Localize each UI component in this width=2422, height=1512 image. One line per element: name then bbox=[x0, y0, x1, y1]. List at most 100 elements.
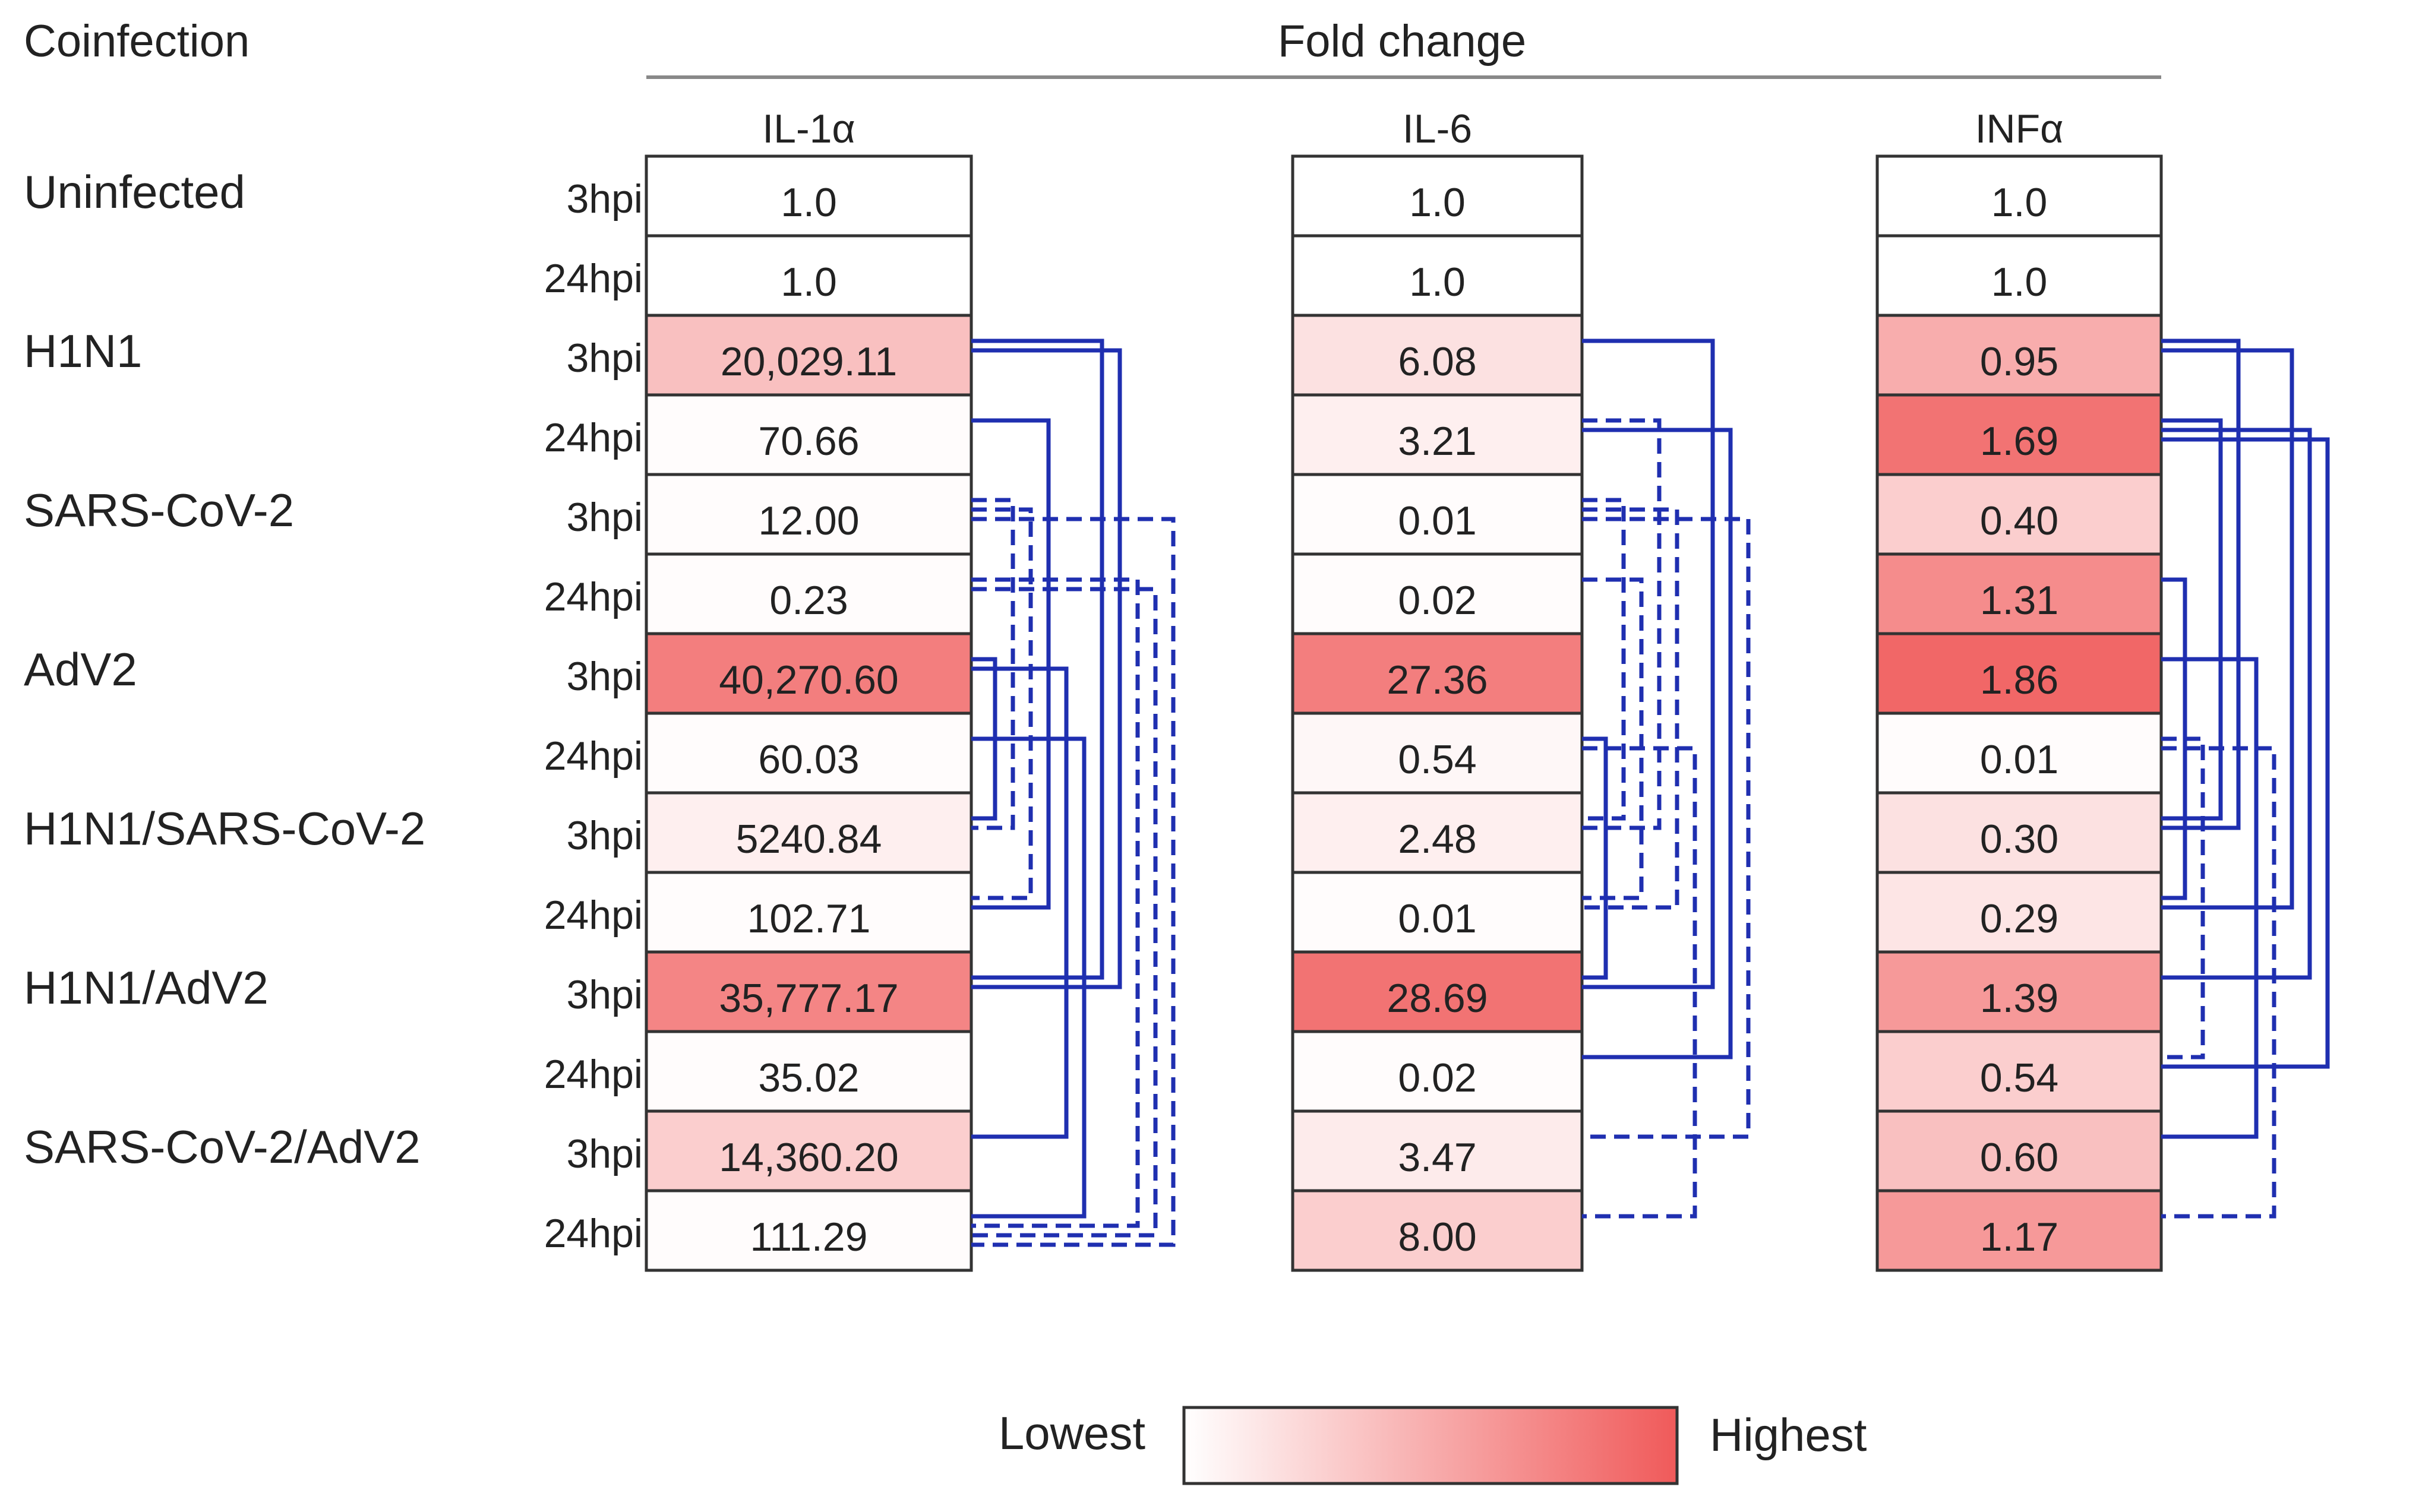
comparison-brackets bbox=[971, 339, 1176, 1247]
timepoint-label: 3hpi bbox=[566, 813, 643, 858]
cell-value: 1.0 bbox=[1409, 180, 1466, 225]
comparison-bracket bbox=[1582, 736, 1608, 980]
heatmap-cell bbox=[1291, 1030, 1584, 1113]
timepoint-label: 3hpi bbox=[566, 176, 643, 222]
heatmap-cell bbox=[1291, 552, 1584, 635]
cell-value: 40,270.60 bbox=[719, 657, 899, 703]
group-label-h1n1: H1N1 bbox=[24, 325, 142, 377]
heatmap-cell bbox=[645, 1189, 973, 1272]
group-label-h1n1-sars-cov-2: H1N1/SARS-CoV-2 bbox=[24, 802, 425, 855]
timepoint-label: 3hpi bbox=[566, 972, 643, 1017]
comparison-bracket bbox=[971, 498, 1015, 830]
comparison-bracket bbox=[2161, 348, 2294, 910]
cell-value: 0.29 bbox=[1980, 896, 2058, 941]
cell-value: 1.69 bbox=[1980, 419, 2058, 464]
cell-value: 5240.84 bbox=[736, 817, 882, 862]
comparison-bracket bbox=[1582, 428, 1733, 1059]
column-header: INFα bbox=[1975, 106, 2064, 151]
heatmap-cell bbox=[1875, 1109, 2163, 1192]
comparison-bracket bbox=[2161, 418, 2223, 821]
heatmap-cell bbox=[1875, 473, 2163, 556]
heatmap-cell bbox=[1875, 1189, 2163, 1272]
column-il-1: IL-1α 1.0 1.0 20,029.11 70.66 12.00 0.23 40,270… bbox=[645, 106, 1176, 1272]
cell-value: 1.0 bbox=[1991, 180, 2048, 225]
cell-value: 12.00 bbox=[758, 498, 859, 543]
comparison-bracket bbox=[1582, 517, 1751, 1139]
cell-value: 1.39 bbox=[1980, 976, 2058, 1021]
group-label-sars-cov-2: SARS-CoV-2 bbox=[24, 484, 294, 536]
comparison-bracket bbox=[971, 666, 1069, 1139]
cell-value: 2.48 bbox=[1398, 817, 1476, 862]
heatmap-cell bbox=[1291, 473, 1584, 556]
heatmap-cell bbox=[1291, 393, 1584, 476]
timepoint-label: 24hpi bbox=[544, 574, 643, 619]
timepoint-label: 3hpi bbox=[566, 495, 643, 540]
heatmap-cell bbox=[645, 234, 973, 317]
cell-value: 0.60 bbox=[1980, 1135, 2058, 1180]
group-label-uninfected: Uninfected bbox=[24, 166, 245, 218]
comparison-bracket bbox=[971, 348, 1122, 989]
heatmap-cell bbox=[1875, 393, 2163, 476]
timepoint-label: 24hpi bbox=[544, 415, 643, 460]
cell-value: 1.86 bbox=[1980, 657, 2058, 703]
comparison-bracket bbox=[971, 339, 1104, 980]
cell-value: 0.01 bbox=[1398, 498, 1476, 543]
column-header: IL-1α bbox=[762, 106, 855, 151]
cell-value: 0.54 bbox=[1398, 737, 1476, 782]
cell-value: 102.71 bbox=[747, 896, 871, 941]
heatmap-cell bbox=[1875, 711, 2163, 795]
group-label-adv2: AdV2 bbox=[24, 643, 137, 695]
comparison-bracket bbox=[1582, 577, 1644, 900]
cell-value: 3.21 bbox=[1398, 419, 1476, 464]
heatmap-cell bbox=[645, 791, 973, 874]
cell-value: 1.0 bbox=[781, 180, 837, 225]
cell-value: 1.31 bbox=[1980, 578, 2058, 623]
comparison-bracket bbox=[2161, 736, 2205, 1059]
comparison-bracket bbox=[1582, 498, 1626, 821]
cell-value: 111.29 bbox=[750, 1214, 868, 1260]
legend-high-label: Highest bbox=[1710, 1409, 1867, 1461]
heatmap-cell bbox=[645, 1030, 973, 1113]
heatmap-cell bbox=[645, 871, 973, 954]
heatmap-cell bbox=[1291, 950, 1584, 1033]
comparison-bracket bbox=[1582, 418, 1662, 830]
heatmap-cell bbox=[1875, 871, 2163, 954]
group-label-sars-cov-2-adv2: SARS-CoV-2/AdV2 bbox=[24, 1121, 421, 1173]
comparison-bracket bbox=[2161, 428, 2312, 980]
heatmap-cell bbox=[1875, 154, 2163, 238]
heatmap-cell bbox=[1291, 1109, 1584, 1192]
heatmap-cell bbox=[1875, 234, 2163, 317]
cell-value: 0.02 bbox=[1398, 1055, 1476, 1100]
cell-value: 35,777.17 bbox=[719, 976, 899, 1021]
comparison-brackets bbox=[1582, 339, 1751, 1219]
cell-value: 1.0 bbox=[1991, 260, 2048, 305]
comparison-brackets bbox=[2161, 339, 2330, 1219]
heatmap-cell bbox=[1875, 1030, 2163, 1113]
comparison-bracket bbox=[1582, 507, 1679, 910]
comparison-bracket bbox=[2161, 437, 2330, 1069]
heatmap-cell bbox=[1875, 791, 2163, 874]
cell-value: 0.54 bbox=[1980, 1055, 2058, 1100]
comparison-bracket bbox=[2161, 657, 2259, 1139]
cell-value: 8.00 bbox=[1398, 1214, 1476, 1260]
heatmap-cell bbox=[1291, 871, 1584, 954]
cell-value: 14,360.20 bbox=[719, 1135, 899, 1180]
timepoint-label: 3hpi bbox=[566, 1131, 643, 1176]
cell-value: 0.30 bbox=[1980, 817, 2058, 862]
heatmap-cell bbox=[645, 1109, 973, 1192]
cell-value: 6.08 bbox=[1398, 339, 1476, 384]
comparison-bracket bbox=[971, 418, 1051, 910]
cell-value: 3.47 bbox=[1398, 1135, 1476, 1180]
heatmap-columns: IL-1α 1.0 1.0 20,029.11 70.66 12.00 0.23 40,270… bbox=[645, 106, 2330, 1272]
heatmap-cell bbox=[645, 632, 973, 715]
timepoint-label: 3hpi bbox=[566, 654, 643, 699]
comparison-bracket bbox=[971, 577, 1140, 1228]
cell-value: 1.0 bbox=[1409, 260, 1466, 305]
timepoint-label: 3hpi bbox=[566, 336, 643, 381]
cell-value: 0.95 bbox=[1980, 339, 2058, 384]
timepoint-label: 24hpi bbox=[544, 1211, 643, 1256]
timepoint-label: 24hpi bbox=[544, 893, 643, 938]
legend-low-label: Lowest bbox=[999, 1407, 1145, 1459]
comparison-bracket bbox=[971, 517, 1176, 1247]
